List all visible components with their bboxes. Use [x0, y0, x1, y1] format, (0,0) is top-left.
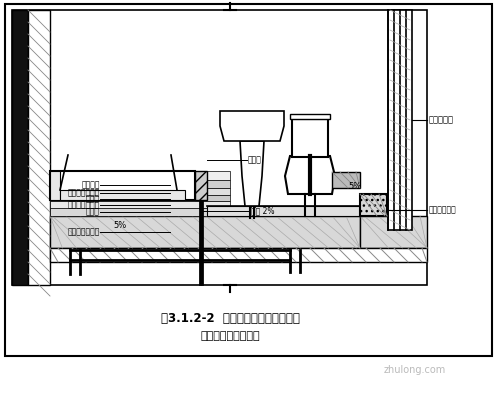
- Text: 钢筋混凝土楼板: 钢筋混凝土楼板: [68, 228, 100, 236]
- Bar: [360, 194, 387, 216]
- Bar: [5, 4, 492, 356]
- Text: 混凝土防水台: 混凝土防水台: [429, 205, 457, 215]
- Bar: [388, 10, 412, 230]
- Text: 找坡层: 找坡层: [86, 207, 100, 217]
- Bar: [292, 119, 328, 157]
- Text: 5%: 5%: [113, 221, 127, 230]
- Polygon shape: [240, 141, 264, 206]
- Bar: [207, 206, 362, 216]
- Bar: [28, 10, 50, 285]
- Text: zhulong.com: zhulong.com: [384, 365, 446, 375]
- Bar: [50, 171, 230, 180]
- Bar: [290, 114, 330, 119]
- Bar: [195, 171, 207, 200]
- Polygon shape: [285, 156, 335, 194]
- Bar: [50, 248, 427, 262]
- Polygon shape: [220, 111, 284, 141]
- Text: 注：热水管应设套管: 注：热水管应设套管: [200, 331, 260, 341]
- Bar: [332, 172, 360, 188]
- Bar: [12, 10, 28, 285]
- Bar: [50, 171, 195, 200]
- Text: 水泥砂浆找平层: 水泥砂浆找平层: [68, 201, 100, 209]
- Text: 5%: 5%: [348, 182, 362, 191]
- Text: 水泥砂浆保护层: 水泥砂浆保护层: [68, 189, 100, 197]
- Bar: [50, 216, 360, 248]
- Bar: [360, 216, 427, 248]
- Text: 饰面地面: 饰面地面: [82, 181, 100, 189]
- Text: 地漏 2%: 地漏 2%: [251, 207, 274, 215]
- Bar: [50, 188, 230, 195]
- Bar: [12, 10, 427, 285]
- Text: 图3.1.2-2  厕浴间防水细部剖面构造: 图3.1.2-2 厕浴间防水细部剖面构造: [161, 312, 299, 324]
- Bar: [60, 190, 185, 200]
- Bar: [50, 171, 60, 200]
- Bar: [50, 195, 230, 201]
- Text: 排水孔: 排水孔: [248, 156, 262, 164]
- Bar: [50, 208, 230, 216]
- Bar: [50, 201, 230, 208]
- Bar: [50, 180, 230, 188]
- Text: 轻质隔墙板: 轻质隔墙板: [429, 115, 454, 125]
- Text: 防水层: 防水层: [86, 195, 100, 203]
